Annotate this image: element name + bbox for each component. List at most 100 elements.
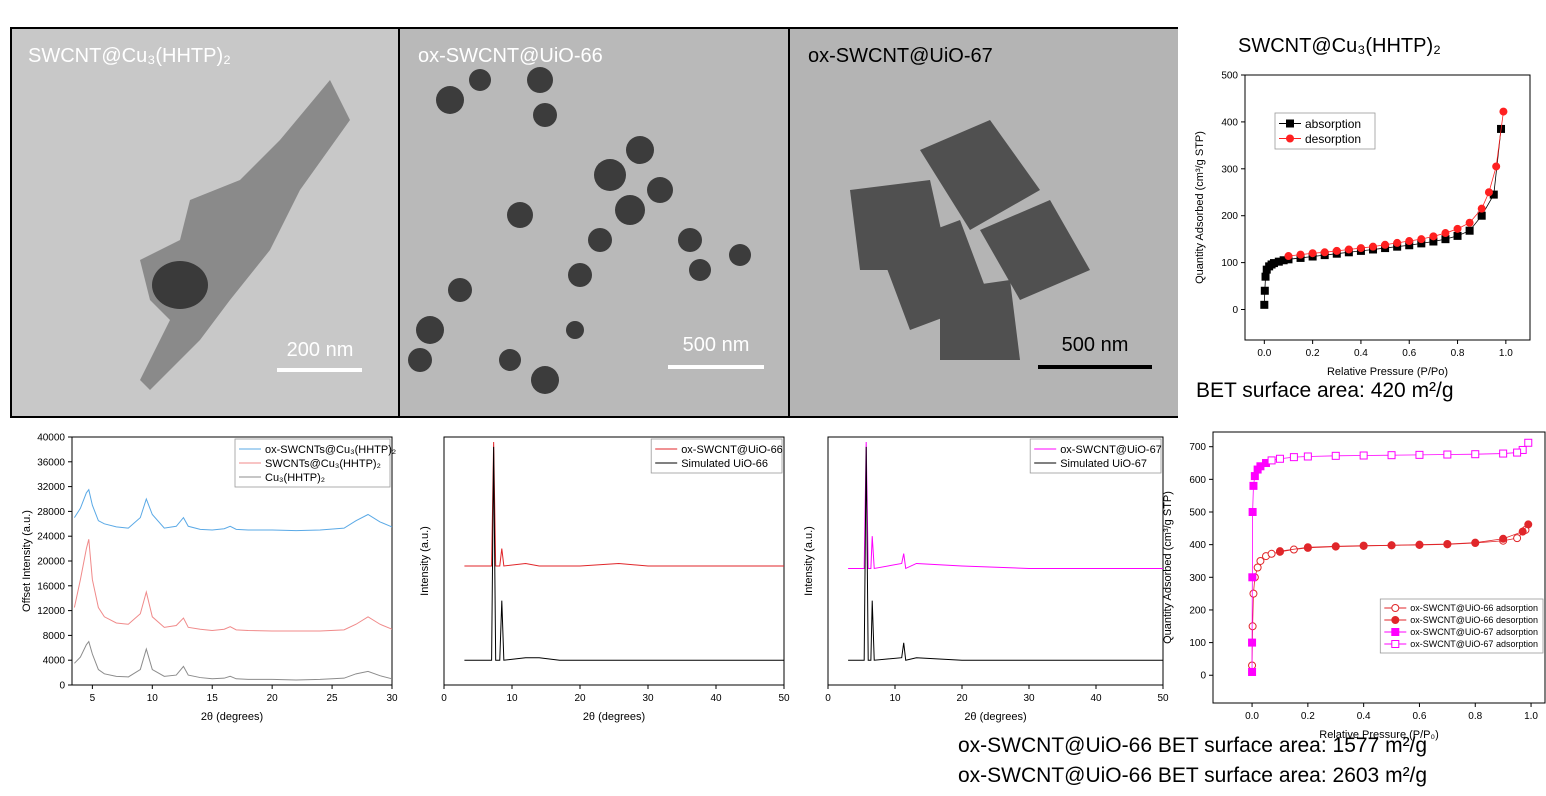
series-line (1263, 128, 1502, 305)
y-tick-label: 400 (1221, 117, 1238, 128)
chart: 0 10 20 30 40 50 2θ (degrees) Intensity (a.u.) o… (803, 436, 1169, 723)
point (1524, 438, 1533, 447)
x-tick-label: 25 (327, 693, 339, 704)
point (1260, 286, 1269, 295)
point (1303, 452, 1312, 461)
tem-crystals (850, 120, 1090, 360)
point (1356, 244, 1365, 253)
y-tick-label: 300 (1221, 164, 1238, 175)
y-tick-label: 600 (1189, 475, 1206, 486)
y-tick-label: 400 (1189, 540, 1206, 551)
point (1253, 563, 1262, 572)
x-tick-label: 0.8 (1468, 711, 1482, 722)
series-line (73, 488, 393, 532)
point (1499, 534, 1508, 543)
point (1415, 540, 1424, 549)
y-tick-label: 0 (59, 681, 65, 692)
x-tick-label: 20 (574, 693, 586, 704)
tem-background (400, 29, 788, 416)
y-tick-label: 500 (1189, 507, 1206, 518)
point (1477, 211, 1486, 220)
point (1344, 245, 1353, 254)
point (1393, 238, 1402, 247)
legend-marker (1286, 119, 1294, 128)
point (1492, 162, 1501, 171)
point (1275, 547, 1284, 556)
series-line (74, 640, 393, 681)
point (1477, 204, 1486, 213)
point (1275, 454, 1284, 463)
point (1308, 249, 1317, 258)
legend-label: ox-SWCNT@UiO-66 (681, 444, 783, 456)
series-line (1279, 524, 1529, 552)
point (1250, 472, 1259, 481)
point (1387, 541, 1396, 550)
point (1453, 224, 1462, 233)
y-tick-label: 20000 (37, 557, 65, 568)
x-tick-label: 10 (147, 693, 159, 704)
legend-label: ox-SWCNT@UiO-67 adsorption (1410, 639, 1538, 649)
point (1296, 250, 1305, 259)
y-axis-label: Offset Intensity (a.u.) (21, 510, 33, 612)
legend-label: ox-SWCNT@UiO-66 adsorption (1410, 603, 1538, 613)
y-tick-label: 300 (1189, 573, 1206, 584)
x-tick-label: 0.2 (1306, 348, 1320, 359)
point (1332, 246, 1341, 255)
point (1284, 252, 1293, 261)
x-axis-label: 2θ (degrees) (583, 711, 645, 723)
legend-marker (1391, 604, 1400, 612)
y-tick-label: 12000 (37, 606, 65, 617)
x-tick-label: 10 (506, 693, 518, 704)
caption: ox-SWCNT@UiO-66 BET surface area: 2603 m… (958, 764, 1427, 787)
point (1267, 456, 1276, 465)
scale-bar-label: 500 nm (1062, 334, 1129, 356)
legend-label: desorption (1305, 132, 1361, 146)
plot-frame (443, 436, 785, 686)
y-axis-label: Intensity (a.u.) (419, 526, 431, 596)
y-tick-label: 16000 (37, 581, 65, 592)
tem-structure (140, 80, 350, 390)
chart: 0.0 0.2 0.4 0.6 0.8 1.0 0 100 200 300 400 500 Relati… (1194, 35, 1531, 402)
point (1471, 450, 1480, 459)
point (1260, 300, 1269, 309)
y-tick-label: 0 (1200, 671, 1206, 682)
legend-label: absorption (1305, 117, 1361, 131)
plot-frame (1212, 431, 1546, 704)
scale-bar-label: 200 nm (287, 339, 354, 361)
point (1249, 589, 1258, 598)
x-tick-label: 20 (956, 693, 968, 704)
x-tick-label: 0.4 (1357, 711, 1371, 722)
legend: ox-SWCNTs@Cu₃(HHTP)₂ SWCNTs@Cu₃(HHTP)₂ Cu₃… (234, 438, 396, 488)
tem-label: ox-SWCNT@UiO-67 (808, 45, 993, 67)
x-tick-label: 0.0 (1245, 711, 1259, 722)
point (1248, 573, 1257, 582)
point (1443, 539, 1452, 548)
y-axis-label: Intensity (a.u.) (803, 526, 815, 596)
legend-marker (1391, 616, 1400, 624)
legend-box (1029, 438, 1162, 474)
chart: 0.0 0.2 0.4 0.6 0.8 1.0 0 100 200 300 400 500 600 700… (958, 431, 1546, 787)
x-tick-label: 5 (90, 693, 96, 704)
x-tick-label: 0.0 (1257, 348, 1271, 359)
chart: 5 10 15 20 25 30 0 4000 8000 12000 16000 20000 24000… (21, 433, 398, 724)
point (1499, 107, 1508, 116)
y-axis-label: Quantity Adsorbed (cm³/g STP) (1194, 131, 1206, 284)
y-tick-label: 4000 (43, 656, 66, 667)
x-tick-label: 0.6 (1402, 348, 1416, 359)
legend-label: ox-SWCNTs@Cu₃(HHTP)₂ (265, 444, 396, 456)
x-tick-label: 30 (386, 693, 398, 704)
point (1267, 549, 1276, 558)
x-axis-label: Relative Pressure (P/Po) (1327, 366, 1448, 378)
y-tick-label: 200 (1221, 211, 1238, 222)
point (1471, 538, 1480, 547)
point (1387, 451, 1396, 460)
legend: ox-SWCNT@UiO-66 adsorption ox-SWCNT@UiO-6… (1379, 598, 1544, 654)
x-tick-label: 50 (778, 693, 790, 704)
scale-bar-label: 500 nm (683, 334, 750, 356)
x-tick-label: 0 (825, 693, 831, 704)
series-line (73, 539, 393, 632)
point (1513, 448, 1522, 457)
legend: ox-SWCNT@UiO-67 Simulated UiO-67 (1029, 438, 1162, 474)
